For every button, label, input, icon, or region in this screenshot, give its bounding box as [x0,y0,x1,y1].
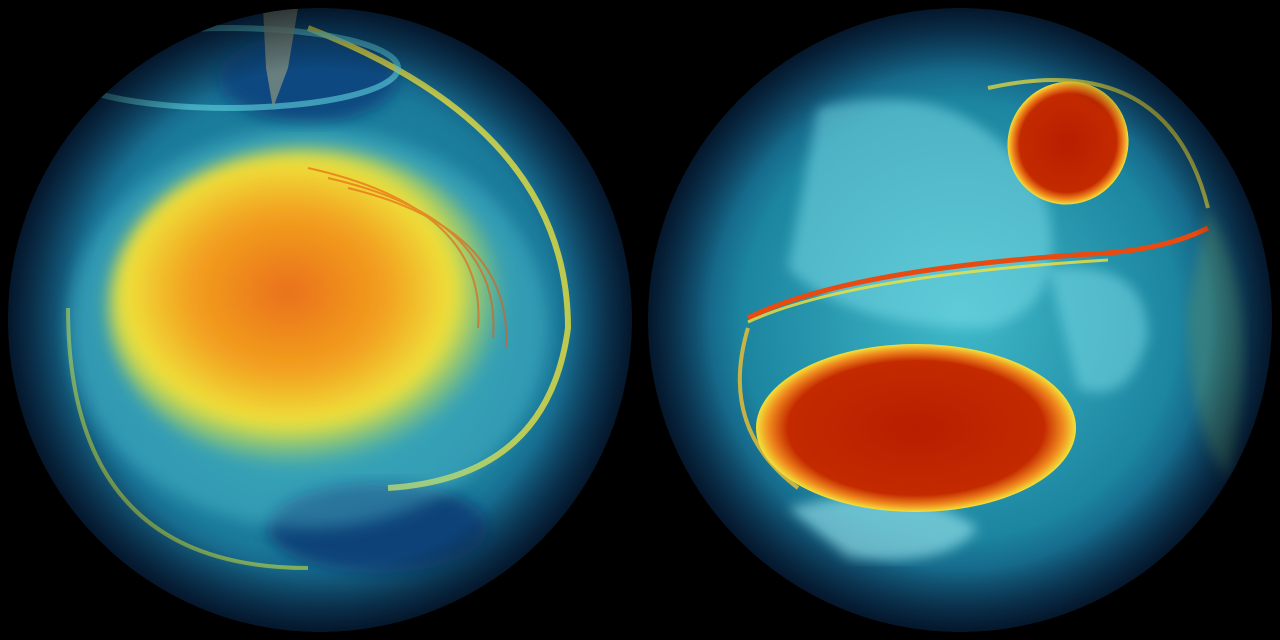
left-globe [8,8,632,632]
right-globe [648,8,1272,632]
left-globe-visualization [8,8,632,632]
right-globe-visualization [648,8,1272,632]
